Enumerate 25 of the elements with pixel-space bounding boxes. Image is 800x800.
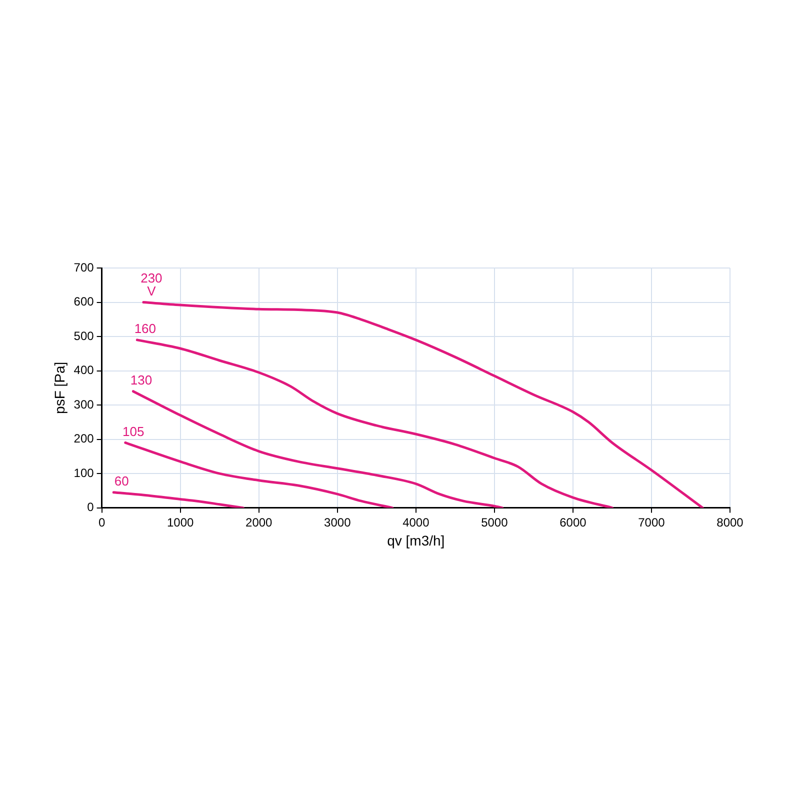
y-axis-title: psF [Pa] [51,362,68,414]
y-tick-label: 200 [74,432,94,446]
x-tick-label: 8000 [716,515,744,530]
x-tick-label: 1000 [166,515,194,530]
series-label: 160 [134,321,156,336]
y-tick-label: 300 [74,397,94,412]
x-tick-label: 6000 [560,515,587,530]
y-tick-label: 500 [74,328,94,343]
x-tick-label: 4000 [402,515,430,530]
y-tick-label: 0 [87,500,94,514]
x-tick-label: 2000 [246,515,273,530]
x-axis-title: qv [m3/h] [387,532,445,548]
series-label: 230 V [140,270,162,298]
series-label: 105 [122,424,144,439]
x-tick-label: 5000 [481,515,508,530]
y-tick-label: 400 [74,363,94,378]
x-tick-label: 0 [98,515,106,530]
series-label: 60 [114,473,129,488]
y-tick-label: 100 [74,466,94,480]
y-tick-label: 700 [74,260,94,274]
x-tick-label: 3000 [324,515,352,530]
line-series [112,491,244,508]
y-tick-label: 600 [74,294,94,309]
x-tick-label: 7000 [638,515,666,530]
series-label: 130 [130,372,152,388]
